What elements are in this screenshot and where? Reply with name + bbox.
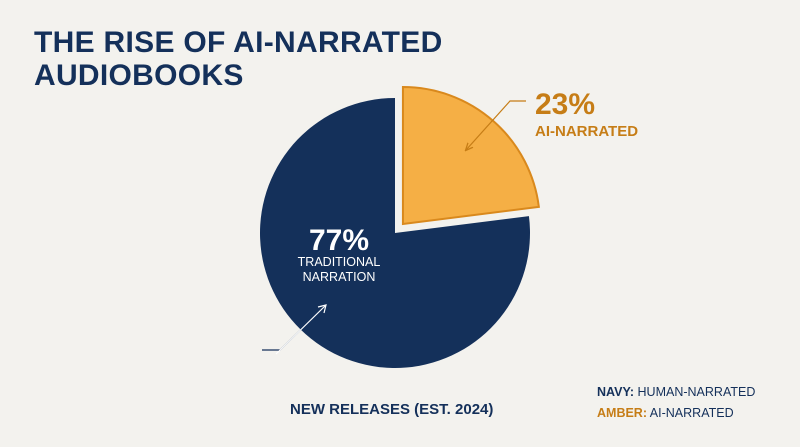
pie-slice-traditional-narration bbox=[259, 98, 530, 369]
slice-label-traditional-narration-line-1: TRADITIONAL bbox=[298, 255, 381, 269]
legend-key-amber: AMBER: bbox=[597, 406, 647, 420]
legend: NAVY: HUMAN-NARRATED AMBER: AI-NARRATED bbox=[597, 382, 755, 424]
traditional-pointer-arrowhead bbox=[317, 304, 327, 314]
traditional-pointer-arrow-inside bbox=[275, 305, 326, 355]
chart-title: THE RISE OF AI-NARRATED AUDIOBOOKS bbox=[34, 26, 443, 92]
slice-value-traditional-narration: 77% bbox=[309, 224, 369, 257]
slice-value-ai-narrated: 23% bbox=[535, 88, 595, 121]
pie-slices bbox=[259, 85, 540, 369]
chart-title-line-2: AUDIOBOOKS bbox=[34, 59, 244, 92]
legend-text-amber: AI-NARRATED bbox=[649, 406, 734, 420]
pie-slice-ai-narrated bbox=[401, 85, 540, 226]
slice-label-ai-narrated: AI-NARRATED bbox=[535, 123, 638, 140]
legend-item-navy: NAVY: HUMAN-NARRATED bbox=[597, 382, 755, 403]
ai-narrated-pointer-arrow bbox=[466, 100, 526, 150]
legend-key-navy: NAVY: bbox=[597, 385, 635, 399]
chart-title-line-1: THE RISE OF AI-NARRATED bbox=[34, 26, 443, 59]
slice-label-traditional-narration-line-2: NARRATION bbox=[303, 270, 376, 284]
legend-item-amber: AMBER: AI-NARRATED bbox=[597, 403, 755, 424]
chart-caption: NEW RELEASES (EST. 2024) bbox=[290, 401, 494, 418]
legend-text-navy: HUMAN-NARRATED bbox=[637, 385, 756, 399]
